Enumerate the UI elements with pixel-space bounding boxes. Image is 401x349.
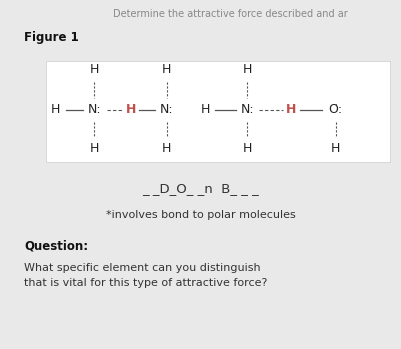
- Text: H: H: [162, 142, 171, 155]
- Text: _ _D_O_ _n  B_ _ _: _ _D_O_ _n B_ _ _: [142, 182, 259, 195]
- Text: H: H: [242, 142, 251, 155]
- FancyBboxPatch shape: [46, 61, 389, 162]
- Text: N:: N:: [240, 103, 253, 117]
- Text: H: H: [51, 103, 60, 117]
- Text: H: H: [242, 63, 251, 76]
- Text: What specific element can you distinguish
that is vital for this type of attract: What specific element can you distinguis…: [24, 263, 267, 288]
- Text: H: H: [89, 142, 99, 155]
- Text: N:: N:: [87, 103, 101, 117]
- Text: Determine the attractive force described and ar: Determine the attractive force described…: [112, 9, 346, 19]
- Text: H: H: [330, 142, 340, 155]
- Text: H: H: [89, 63, 99, 76]
- Text: H: H: [162, 63, 171, 76]
- Text: Figure 1: Figure 1: [24, 31, 79, 44]
- Text: Ö:: Ö:: [328, 103, 342, 117]
- Text: N:: N:: [160, 103, 173, 117]
- Text: H: H: [200, 103, 209, 117]
- Text: H: H: [125, 103, 136, 117]
- Text: *involves bond to polar molecules: *involves bond to polar molecules: [106, 210, 295, 220]
- Text: Question:: Question:: [24, 239, 88, 252]
- Text: H: H: [286, 103, 296, 117]
